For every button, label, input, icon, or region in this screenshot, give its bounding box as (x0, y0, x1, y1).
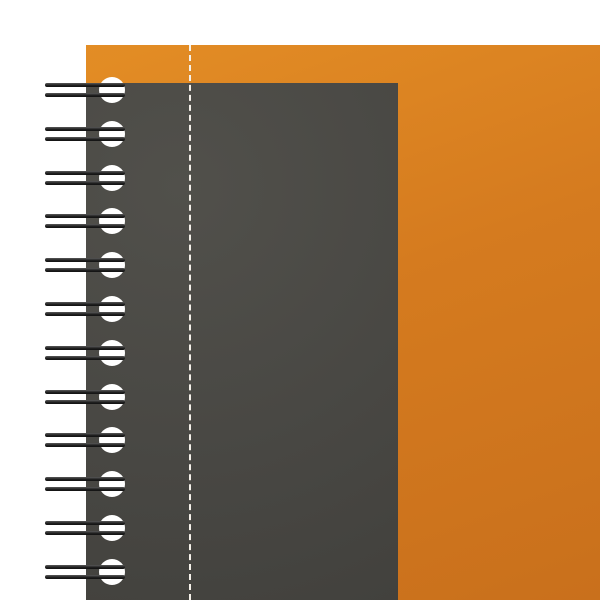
spiral-wire-loop (45, 345, 125, 350)
binding-hole (99, 515, 125, 541)
spiral-wire-loop (45, 574, 125, 579)
binding-hole (99, 383, 125, 410)
spiral-wire-loop (45, 389, 125, 394)
spiral-wire-loop (45, 180, 125, 185)
binding-hole (99, 427, 125, 454)
binding-hole (99, 471, 125, 498)
spiral-wire-loop (45, 93, 125, 97)
spiral-wire-loop (45, 564, 125, 569)
binding-hole (99, 296, 125, 322)
spiral-wire-loop (45, 126, 125, 131)
binding-hole (99, 120, 125, 147)
spiral-wire-loop (45, 443, 125, 448)
perforation-line (189, 45, 191, 600)
spiral-wire-loop (45, 258, 125, 263)
spiral-wire-loop (45, 302, 125, 306)
binding-hole (99, 208, 125, 235)
spiral-wire-loop (45, 224, 125, 229)
spiral-wire-loop (45, 83, 125, 87)
spiral-wire-loop (45, 312, 125, 316)
binding-hole (99, 164, 125, 191)
binding-hole (99, 339, 125, 366)
notebook-dark-panel (86, 83, 398, 600)
binding-hole (99, 77, 125, 103)
spiral-wire-loop (45, 399, 125, 404)
binding-hole (99, 558, 125, 585)
spiral-wire-loop (45, 355, 125, 360)
spiral-wire-loop (45, 433, 125, 438)
spiral-wire-loop (45, 136, 125, 141)
binding-hole (99, 252, 125, 279)
spiral-wire-loop (45, 487, 125, 492)
spiral-wire-loop (45, 170, 125, 175)
spiral-wire-loop (45, 268, 125, 273)
spiral-wire-loop (45, 214, 125, 219)
spiral-wire-loop (45, 477, 125, 482)
spiral-wire-loop (45, 521, 125, 525)
spiral-wire-loop (45, 531, 125, 535)
